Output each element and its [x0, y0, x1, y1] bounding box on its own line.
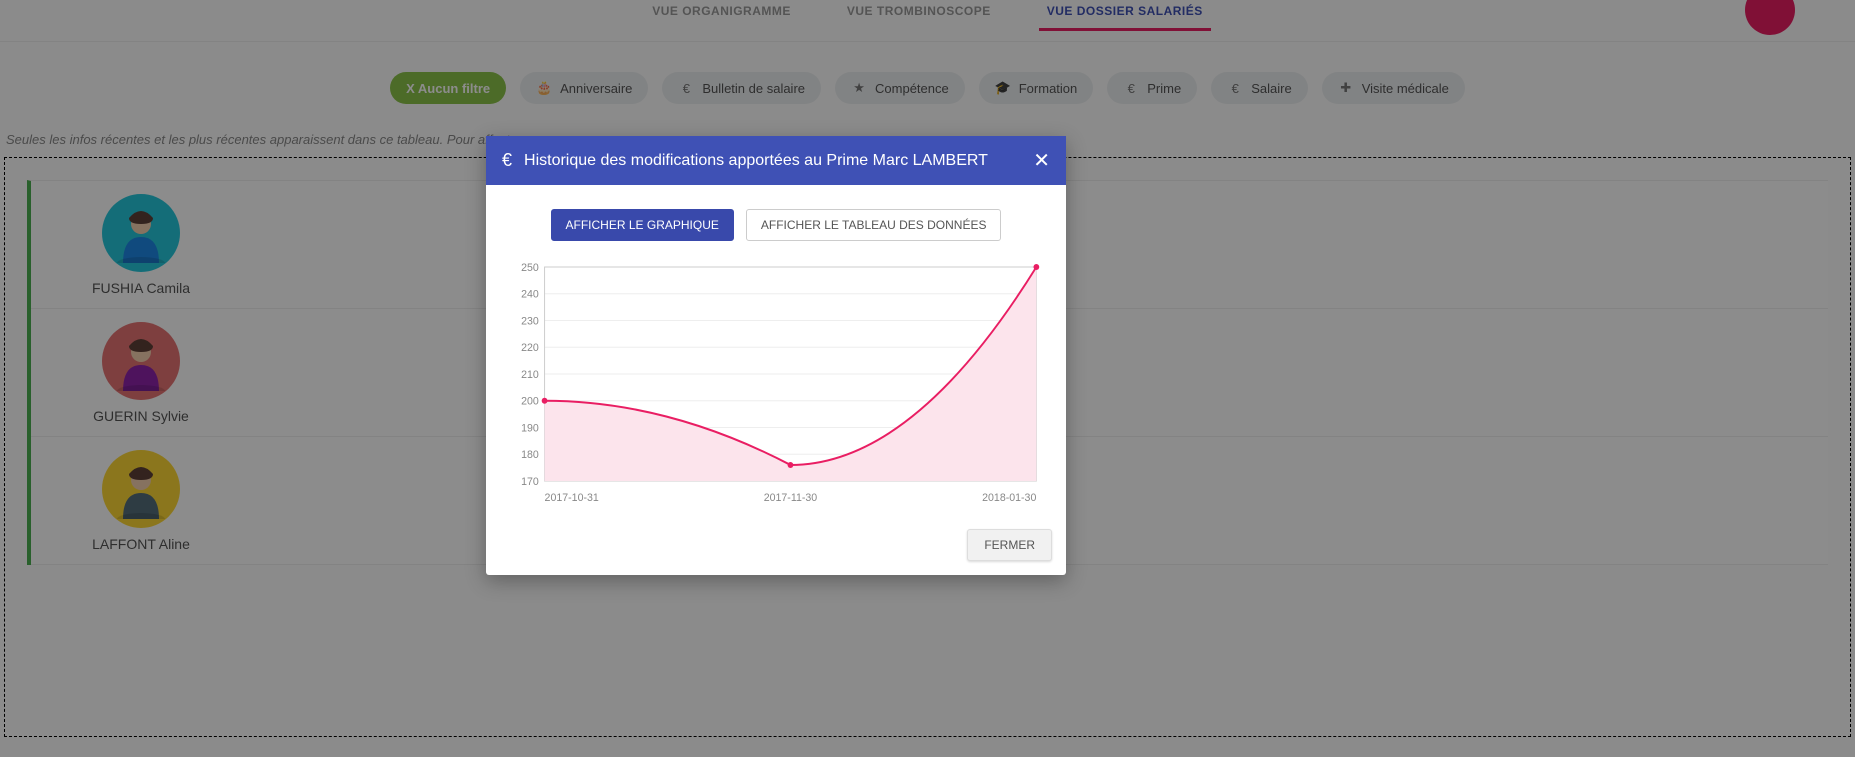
- svg-text:180: 180: [521, 449, 539, 461]
- svg-text:2017-10-31: 2017-10-31: [545, 492, 599, 504]
- svg-text:250: 250: [521, 262, 539, 274]
- modal-tab-buttons: AFFICHER LE GRAPHIQUE AFFICHER LE TABLEA…: [500, 209, 1052, 241]
- svg-text:230: 230: [521, 315, 539, 327]
- modal-header: € Historique des modifications apportées…: [486, 136, 1066, 185]
- show-graph-button[interactable]: AFFICHER LE GRAPHIQUE: [551, 209, 734, 241]
- modal-title: Historique des modifications apportées a…: [524, 152, 1021, 170]
- close-button[interactable]: FERMER: [967, 529, 1052, 561]
- close-icon[interactable]: ✕: [1033, 151, 1050, 171]
- svg-text:220: 220: [521, 342, 539, 354]
- history-modal: € Historique des modifications apportées…: [486, 136, 1066, 575]
- svg-text:240: 240: [521, 289, 539, 301]
- svg-text:200: 200: [521, 396, 539, 408]
- svg-text:190: 190: [521, 422, 539, 434]
- show-table-button[interactable]: AFFICHER LE TABLEAU DES DONNÉES: [746, 209, 1002, 241]
- svg-text:170: 170: [521, 476, 539, 488]
- modal-body: AFFICHER LE GRAPHIQUE AFFICHER LE TABLEA…: [486, 185, 1066, 519]
- prime-history-chart: 170 180 190 200 210 220 230 240 250 2017-10-31 201…: [506, 259, 1046, 509]
- modal-footer: FERMER: [486, 519, 1066, 575]
- svg-text:2017-11-30: 2017-11-30: [764, 492, 817, 504]
- svg-text:210: 210: [521, 369, 539, 381]
- euro-icon: €: [502, 150, 512, 171]
- svg-text:2018-01-30: 2018-01-30: [982, 492, 1036, 504]
